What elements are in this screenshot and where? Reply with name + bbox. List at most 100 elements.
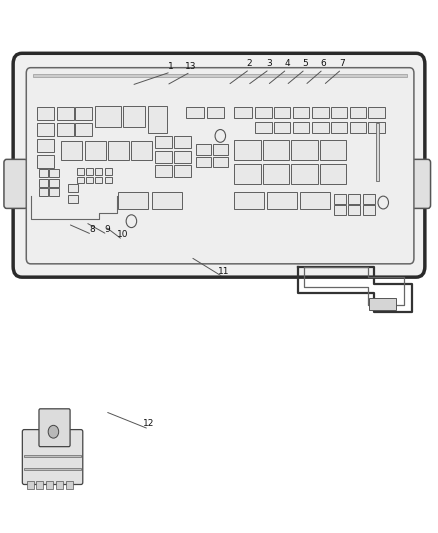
Bar	[56, 481, 63, 489]
Bar	[155, 151, 172, 163]
Bar	[37, 123, 54, 136]
Text: 7: 7	[339, 60, 345, 68]
Bar	[27, 481, 34, 489]
Bar	[213, 144, 228, 155]
Bar	[85, 141, 106, 160]
Text: 3: 3	[266, 60, 272, 68]
Bar	[46, 481, 53, 489]
Bar	[363, 194, 375, 204]
Bar	[320, 164, 346, 184]
Bar	[196, 144, 211, 155]
Bar	[57, 107, 74, 120]
Bar	[49, 188, 59, 196]
Bar	[255, 122, 272, 133]
Bar	[348, 194, 360, 204]
Bar	[207, 107, 224, 118]
Text: 10: 10	[117, 230, 128, 239]
FancyBboxPatch shape	[26, 68, 414, 264]
FancyBboxPatch shape	[407, 159, 431, 208]
Bar	[196, 157, 211, 167]
Bar	[95, 106, 121, 127]
Bar	[57, 123, 74, 136]
Bar	[350, 107, 366, 118]
Bar	[118, 192, 148, 209]
Bar	[24, 455, 81, 457]
Bar	[291, 164, 318, 184]
FancyBboxPatch shape	[22, 430, 83, 484]
Bar	[75, 123, 92, 136]
Bar	[320, 140, 346, 160]
Bar	[312, 122, 328, 133]
Text: 2: 2	[247, 60, 252, 68]
Bar	[234, 107, 252, 118]
Text: 1: 1	[168, 62, 174, 71]
Bar	[293, 122, 309, 133]
Bar	[61, 141, 82, 160]
Bar	[174, 136, 191, 148]
FancyBboxPatch shape	[13, 53, 425, 277]
Bar	[291, 140, 318, 160]
Bar	[49, 169, 59, 177]
Bar	[234, 192, 264, 209]
Bar	[68, 195, 78, 203]
Bar	[267, 192, 297, 209]
Bar	[331, 122, 347, 133]
Text: 6: 6	[320, 60, 326, 68]
Bar	[263, 140, 289, 160]
Bar	[24, 468, 81, 470]
Bar	[66, 481, 73, 489]
Bar	[75, 107, 92, 120]
Bar	[37, 155, 54, 168]
Bar	[234, 164, 261, 184]
Bar	[152, 192, 182, 209]
FancyBboxPatch shape	[39, 409, 70, 447]
Text: 13: 13	[185, 62, 196, 71]
Bar	[68, 184, 78, 192]
Bar	[77, 168, 84, 175]
Bar	[312, 107, 328, 118]
Bar	[368, 122, 385, 133]
Text: 11: 11	[218, 268, 229, 276]
Bar	[350, 122, 366, 133]
Bar	[39, 188, 48, 196]
Bar	[186, 107, 204, 118]
Bar	[274, 107, 290, 118]
Bar	[174, 165, 191, 177]
Bar	[334, 205, 346, 215]
Bar	[131, 141, 152, 160]
Bar	[174, 151, 191, 163]
Bar	[155, 136, 172, 148]
Bar	[39, 179, 48, 187]
Bar	[37, 139, 54, 152]
FancyBboxPatch shape	[4, 159, 28, 208]
Text: 9: 9	[104, 225, 110, 233]
Text: 12: 12	[143, 419, 155, 428]
Bar	[105, 177, 112, 183]
Bar	[86, 168, 93, 175]
Bar	[108, 141, 129, 160]
Bar	[348, 205, 360, 215]
Bar	[274, 122, 290, 133]
Bar	[213, 157, 228, 167]
Bar	[331, 107, 347, 118]
Bar	[37, 107, 54, 120]
Bar	[105, 168, 112, 175]
Bar	[255, 107, 272, 118]
Bar	[369, 298, 396, 310]
Bar	[77, 177, 84, 183]
Circle shape	[48, 425, 59, 438]
Bar	[95, 177, 102, 183]
Bar	[123, 106, 145, 127]
Text: 5: 5	[302, 60, 308, 68]
Text: 4: 4	[284, 60, 290, 68]
Text: 8: 8	[89, 225, 95, 233]
Bar	[39, 169, 48, 177]
Bar	[36, 481, 43, 489]
Bar	[376, 123, 379, 181]
Bar	[334, 194, 346, 204]
Bar	[263, 164, 289, 184]
Bar	[368, 107, 385, 118]
Bar	[49, 179, 59, 187]
Bar	[155, 165, 172, 177]
Bar	[300, 192, 330, 209]
